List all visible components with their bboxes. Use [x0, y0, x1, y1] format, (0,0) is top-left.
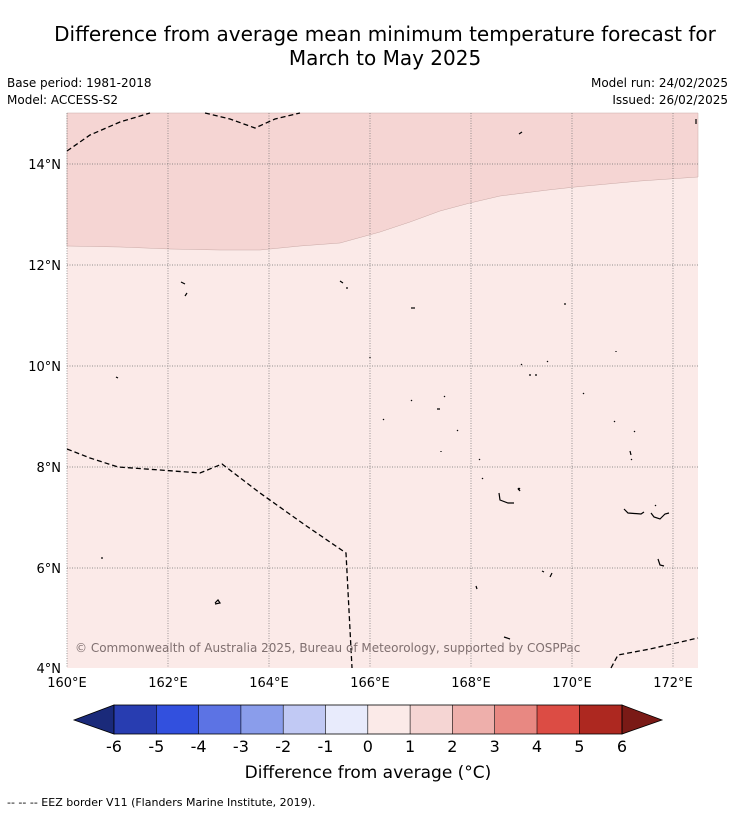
x-tick-160e: 160°E	[47, 676, 87, 691]
graticule	[66, 113, 698, 668]
y-tick-10n: 10°N	[28, 360, 61, 375]
colorbar-bin	[198, 705, 241, 734]
colorbar-bin	[156, 705, 199, 734]
x-tick-172e: 172°E	[653, 676, 693, 691]
y-tick-4n: 4°N	[37, 662, 62, 677]
colorbar-tick: -6	[106, 737, 122, 756]
colorbar-tick: -4	[191, 737, 207, 756]
colorbar-tick: -5	[148, 737, 164, 756]
islands	[101, 119, 697, 640]
eez-borders	[66, 112, 699, 669]
colorbar-tick-labels: -6 -5 -4 -3 -2 -1 0 1 2 3 4 5 6	[106, 737, 627, 756]
colorbar-bin	[367, 705, 411, 734]
y-tick-6n: 6°N	[37, 562, 62, 577]
issued-date: Issued: 26/02/2025	[612, 93, 728, 107]
colorbar-high-extension	[621, 704, 664, 735]
title-line-2: March to May 2025	[288, 46, 482, 70]
colorbar-tick: 3	[490, 737, 500, 756]
base-period: Base period: 1981-2018	[7, 76, 152, 90]
model-name: Model: ACCESS-S2	[7, 93, 119, 107]
colorbar-bin	[283, 705, 326, 734]
colorbar-tick: -3	[233, 737, 249, 756]
colorbar-tick: 1	[405, 737, 415, 756]
x-tick-164e: 164°E	[249, 676, 289, 691]
x-tick-162e: 162°E	[148, 676, 188, 691]
colorbar-tick: 4	[532, 737, 542, 756]
x-tick-170e: 170°E	[552, 676, 592, 691]
colorbar-tick: 0	[363, 737, 373, 756]
colorbar-bin	[537, 705, 580, 734]
colorbar-bin	[240, 705, 284, 734]
model-run-date: Model run: 24/02/2025	[590, 76, 728, 90]
eez-footnote: -- -- -- EEZ border V11 (Flanders Marine…	[7, 796, 316, 809]
colorbar-bin	[494, 705, 537, 734]
y-tick-14n: 14°N	[28, 158, 61, 173]
colorbar-bin	[579, 705, 622, 734]
colorbar: -6 -5 -4 -3 -2 -1 0 1 2 3 4 5 6	[72, 704, 664, 756]
colorbar-bin	[410, 705, 453, 734]
x-axis-labels: 160°E 162°E 164°E 166°E 168°E 170°E 172°…	[47, 676, 693, 691]
colorbar-tick: 2	[447, 737, 457, 756]
y-axis-labels: 14°N 12°N 10°N 8°N 6°N 4°N	[28, 158, 61, 677]
colorbar-tick: 5	[574, 737, 584, 756]
colorbar-low-extension	[72, 704, 115, 735]
copyright-credit: © Commonwealth of Australia 2025, Bureau…	[75, 641, 581, 655]
map-title: Difference from average mean minimum tem…	[0, 22, 736, 70]
colorbar-dividers	[156, 705, 580, 734]
x-tick-166e: 166°E	[350, 676, 390, 691]
title-line-1: Difference from average mean minimum tem…	[54, 22, 716, 46]
y-tick-8n: 8°N	[37, 461, 62, 476]
colorbar-tick: -1	[318, 737, 334, 756]
colorbar-bin	[325, 705, 368, 734]
colorbar-tick: -2	[275, 737, 291, 756]
x-tick-168e: 168°E	[451, 676, 491, 691]
colorbar-tick: 6	[617, 737, 627, 756]
anomaly-region-1-to-2	[66, 112, 699, 251]
colorbar-bin	[452, 705, 495, 734]
y-tick-12n: 12°N	[28, 259, 61, 274]
colorbar-bin	[114, 705, 157, 734]
colorbar-title: Difference from average (°C)	[244, 763, 492, 783]
